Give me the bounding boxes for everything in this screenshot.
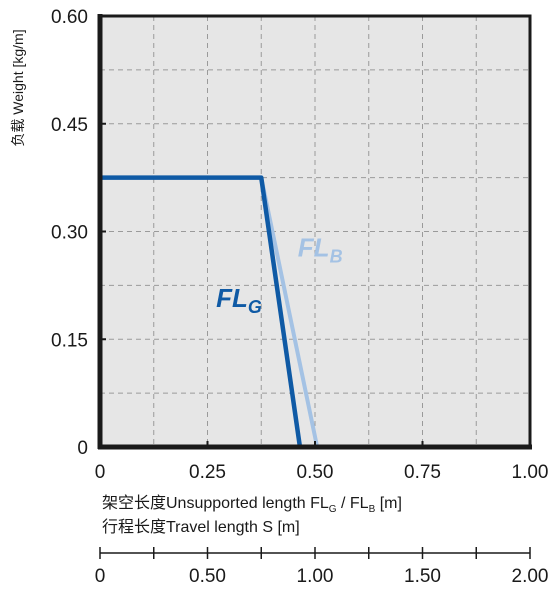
tick-labels: 0 0.25 0.50 0.75 1.00 0 0.15 0.30 0.45 0.60 <box>51 7 548 483</box>
x-tick-label: 0.50 <box>297 462 334 483</box>
series-annotation-flb: FLB <box>298 233 343 267</box>
x-axis-label: 架空长度Unsupported length FLG / FLB [m] <box>102 494 402 515</box>
series-layer <box>100 175 320 448</box>
x-tick-label: 0.25 <box>189 462 226 483</box>
y-tick-label: 0.45 <box>51 115 88 136</box>
x-tick-label: 1.00 <box>512 462 549 483</box>
x2-tick-label: 1.50 <box>404 566 441 587</box>
y-tick-label: 0.60 <box>51 7 88 28</box>
secondary-x-axis-label: 行程长度Travel length S [m] <box>102 518 300 536</box>
series-line-flg <box>100 175 303 448</box>
x-tick-label: 0.75 <box>404 462 441 483</box>
plot-area <box>100 16 530 447</box>
y-tick-label: 0.15 <box>51 330 88 351</box>
y-axis-label: 负载 Weight [kg/m] <box>10 29 26 146</box>
x2-tick-label: 2.00 <box>512 566 549 587</box>
y-tick-label: 0 <box>77 438 88 459</box>
annotation-layer: FLB FLG <box>216 233 342 317</box>
x2-tick-label: 0 <box>95 566 106 587</box>
y-tick-label: 0.30 <box>51 223 88 244</box>
x2-tick-label: 1.00 <box>297 566 334 587</box>
x2-tick-label: 0.50 <box>189 566 226 587</box>
series-annotation-flg: FLG <box>216 283 262 317</box>
secondary-tick-layer: 0 0.50 1.00 1.50 2.00 <box>95 547 549 587</box>
x-tick-label: 0 <box>95 462 106 483</box>
series-line-flb <box>259 177 320 448</box>
